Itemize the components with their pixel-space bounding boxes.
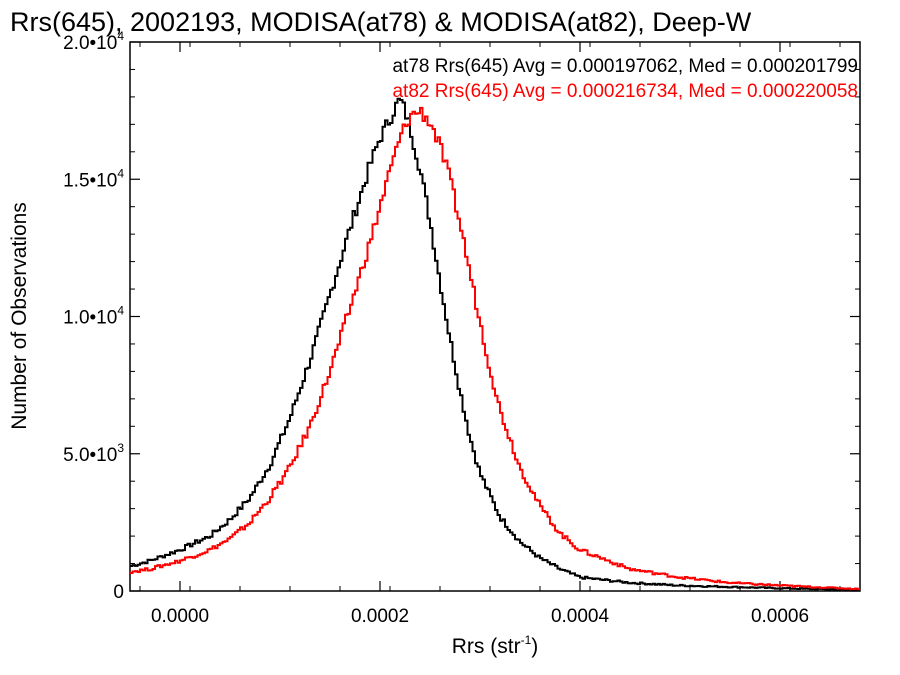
x-axis: 0.0000 0.0002 0.0004 0.0006 [139, 42, 841, 627]
legend-entry: at82 Rrs(645) Avg = 0.000216734, Med = 0… [392, 81, 858, 102]
legend: at78 Rrs(645) Avg = 0.000197062, Med = 0… [392, 56, 858, 102]
x-tick-label: 0.0004 [551, 606, 610, 627]
x-tick-label: 0.0006 [751, 606, 809, 627]
x-tick-label: 0.0000 [151, 606, 209, 627]
histogram-series-2 [130, 106, 860, 591]
y-axis: 0 5.0•103 1.0•104 1.5•104 2.0•104 [63, 29, 860, 603]
y-tick-label: 1.0•104 [63, 304, 124, 329]
y-tick-label: 0 [113, 582, 124, 603]
y-axis-label: Number of Observations [8, 202, 31, 430]
x-tick-label: 0.0002 [351, 606, 409, 627]
chart-title: Rrs(645), 2002193, MODISA(at78) & MODISA… [10, 7, 752, 37]
legend-entry: at78 Rrs(645) Avg = 0.000197062, Med = 0… [392, 56, 858, 77]
x-axis-label: Rrs (str-1) [452, 633, 539, 658]
y-tick-label: 1.5•104 [63, 166, 124, 191]
x-axis-label-exponent: -1 [521, 633, 532, 647]
series-layer [130, 97, 860, 592]
histogram-series-1 [130, 97, 860, 592]
y-tick-label: 2.0•104 [63, 29, 124, 54]
y-tick-label: 5.0•103 [63, 441, 124, 466]
